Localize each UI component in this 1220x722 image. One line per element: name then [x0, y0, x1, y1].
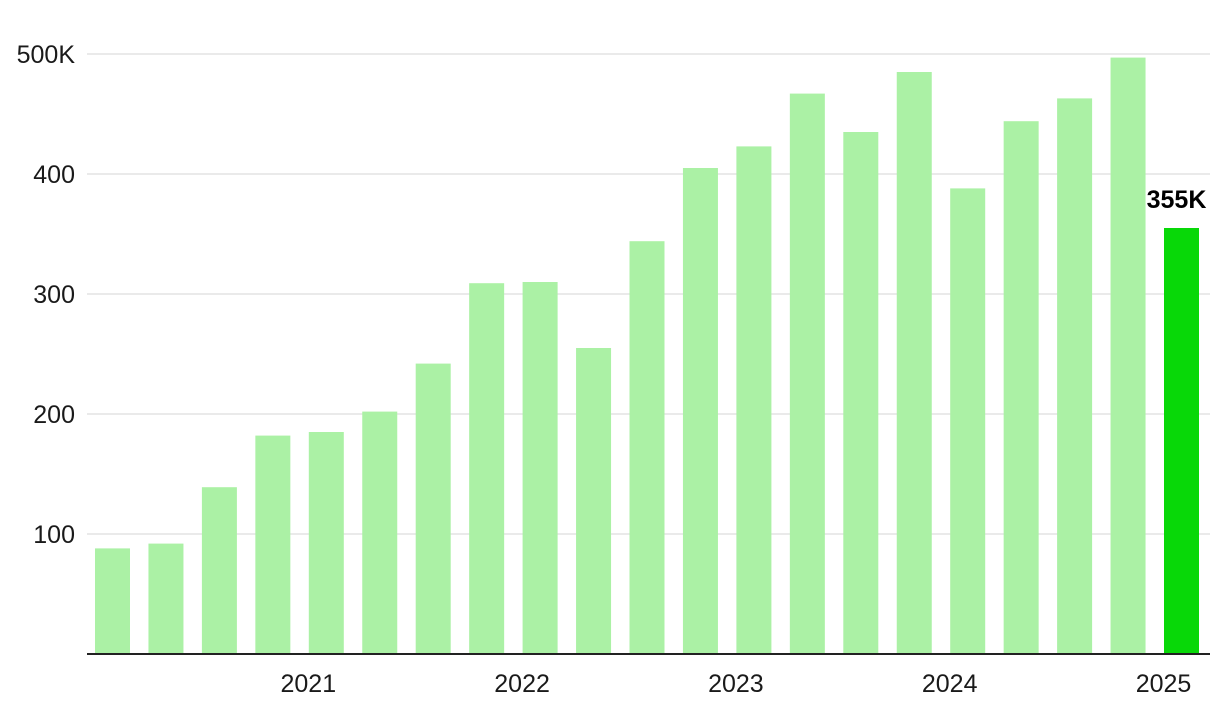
bar: [201, 487, 237, 654]
bar: [950, 188, 986, 654]
bar: [843, 132, 879, 654]
bar: [415, 363, 451, 654]
y-tick-label: 400: [33, 161, 75, 189]
bar: [308, 432, 344, 654]
bar: [736, 146, 772, 654]
bar: [95, 548, 130, 654]
bar: [789, 93, 825, 655]
x-tick-label: 2024: [922, 670, 978, 698]
bar: [1057, 98, 1093, 654]
x-tick-label: 2022: [494, 670, 550, 698]
bar: [682, 168, 718, 654]
x-axis-tick-labels: 2021 2022 2023 2024 2025: [280, 670, 1191, 698]
bar: [522, 282, 558, 654]
y-axis-tick-labels: 100 200 300 400 500K: [17, 41, 76, 549]
y-tick-label: 500K: [17, 41, 76, 69]
bar: [469, 283, 505, 654]
bars: [95, 57, 1199, 655]
highlight-data-label: 355K: [1147, 186, 1207, 214]
bar: [629, 241, 665, 654]
bar-highlighted: [1164, 228, 1199, 654]
bar: [896, 72, 932, 654]
bar: [576, 348, 612, 654]
bar: [1003, 121, 1039, 654]
bar: [148, 543, 184, 654]
bar: [255, 435, 291, 654]
bar: [362, 411, 398, 654]
y-tick-label: 100: [33, 521, 75, 549]
bar: [1110, 57, 1146, 655]
y-tick-label: 200: [33, 401, 75, 429]
y-tick-label: 300: [33, 281, 75, 309]
x-tick-label: 2021: [280, 670, 336, 698]
x-tick-label: 2025: [1136, 670, 1192, 698]
x-tick-label: 2023: [708, 670, 764, 698]
